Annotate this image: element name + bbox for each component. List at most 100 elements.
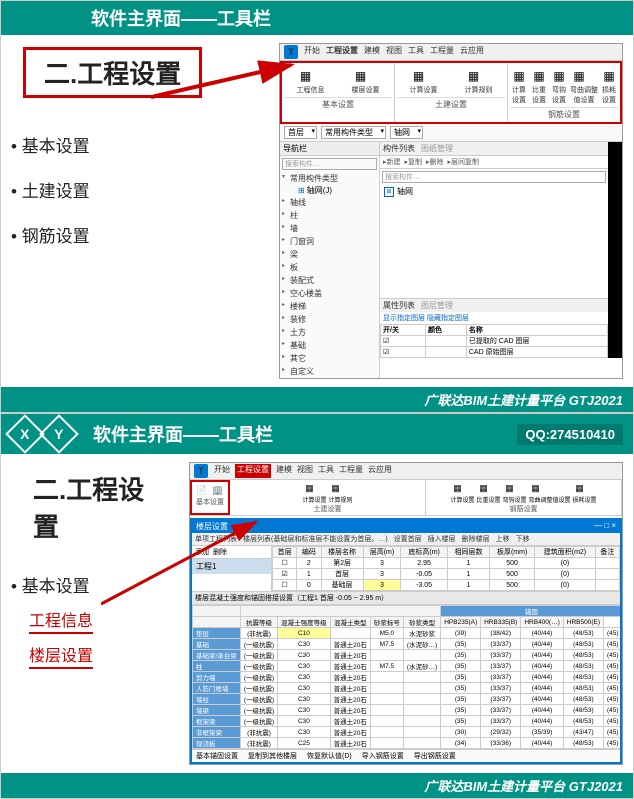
table-cell[interactable]: ☐ <box>273 558 297 569</box>
table-cell[interactable] <box>403 694 440 705</box>
tab-component-list[interactable]: 构件列表 <box>383 143 415 154</box>
table-cell[interactable]: 普通土20石 <box>330 672 370 683</box>
tree-item[interactable]: 墙 <box>280 222 379 235</box>
table-cell[interactable]: (45) <box>603 672 620 683</box>
ribbon-item-icon[interactable]: ▦ <box>529 481 543 495</box>
floor-setting-icon[interactable]: 🏢 <box>211 483 225 497</box>
table-cell[interactable]: (40/44) <box>521 694 563 705</box>
table-cell[interactable]: 0 <box>297 580 321 591</box>
ribbon-item-icon[interactable]: ▦ <box>450 481 464 495</box>
table-cell[interactable]: C30 <box>278 716 331 727</box>
table-cell[interactable]: 普通土20石 <box>330 738 370 749</box>
table-cell[interactable]: (40/44) <box>521 705 563 716</box>
table-cell[interactable]: (非抗震) <box>240 738 277 749</box>
tree-axis-item[interactable]: ⊞轴网(J) <box>280 185 379 196</box>
table-cell[interactable]: (0) <box>535 580 596 591</box>
ribbon-tab[interactable]: 工具 <box>408 45 424 59</box>
ribbon-item-icon[interactable]: ▦ <box>410 67 428 85</box>
table-cell[interactable]: 1 <box>447 558 489 569</box>
table-cell[interactable]: M5.0 <box>370 628 403 639</box>
table-cell[interactable]: 基础层 <box>321 580 363 591</box>
table-cell[interactable]: (29/32) <box>481 727 521 738</box>
table-cell[interactable]: ☐ <box>273 580 297 591</box>
ribbon-tab[interactable]: 工程设置 <box>235 464 271 478</box>
table-cell[interactable]: C30 <box>278 650 331 661</box>
footer-button[interactable]: 基本锚固设置 <box>196 751 238 761</box>
table-cell[interactable]: (45) <box>603 628 620 639</box>
ribbon-item-icon[interactable]: ▦ <box>352 67 370 85</box>
table-cell[interactable]: (45) <box>603 716 620 727</box>
table-cell[interactable]: (35) <box>441 705 481 716</box>
table-cell[interactable]: (45) <box>603 705 620 716</box>
table-cell[interactable]: 垫层 <box>193 628 241 639</box>
table-cell[interactable] <box>370 716 403 727</box>
table-cell[interactable]: C30 <box>278 727 331 738</box>
table-cell[interactable]: (45) <box>603 683 620 694</box>
footer-button[interactable]: 恢复默认值(D) <box>307 751 352 761</box>
table-cell[interactable]: (48/53) <box>563 650 603 661</box>
table-cell[interactable]: (33/36) <box>481 738 521 749</box>
table-cell[interactable]: (48/53) <box>563 716 603 727</box>
table-cell[interactable]: (45) <box>603 661 620 672</box>
table-cell[interactable]: (45) <box>603 650 620 661</box>
table-cell[interactable]: 非框架梁 <box>193 727 241 738</box>
ribbon-item-icon[interactable]: ▦ <box>600 67 618 85</box>
table-cell[interactable]: (35) <box>441 672 481 683</box>
tree-item[interactable]: 柱 <box>280 209 379 222</box>
table-cell[interactable]: (0) <box>535 569 596 580</box>
table-cell[interactable]: (30) <box>441 727 481 738</box>
table-cell[interactable] <box>595 558 619 569</box>
table-cell[interactable] <box>370 650 403 661</box>
table-cell[interactable]: (非抗震) <box>240 628 277 639</box>
table-cell[interactable] <box>403 672 440 683</box>
table-cell[interactable]: 人防门框墙 <box>193 683 241 694</box>
table-cell[interactable]: 3 <box>363 580 401 591</box>
table-cell[interactable]: (40/44) <box>521 683 563 694</box>
table-cell[interactable] <box>370 694 403 705</box>
table-cell[interactable]: 1 <box>447 569 489 580</box>
footer-button[interactable]: 导出钢筋设置 <box>414 751 456 761</box>
table-cell[interactable]: 500 <box>490 558 535 569</box>
table-cell[interactable]: (35) <box>441 694 481 705</box>
table-cell[interactable] <box>595 569 619 580</box>
tree-item[interactable]: 其它 <box>280 352 379 365</box>
ribbon-item-icon[interactable]: ▦ <box>476 481 490 495</box>
table-cell[interactable]: 普通土20石 <box>330 683 370 694</box>
footer-button[interactable]: 复制到其他楼层 <box>248 751 297 761</box>
table-cell[interactable] <box>370 672 403 683</box>
table-cell[interactable]: 框架梁 <box>193 716 241 727</box>
table-cell[interactable]: (48/53) <box>563 738 603 749</box>
ribbon-item-icon[interactable]: ▦ <box>550 67 568 85</box>
tree-item[interactable]: 装配式 <box>280 274 379 287</box>
ribbon-item-icon[interactable]: ▦ <box>297 67 315 85</box>
table-cell[interactable]: 普通土20石 <box>330 705 370 716</box>
table-cell[interactable]: (40/44) <box>521 639 563 650</box>
table-cell[interactable]: 水泥砂浆 <box>403 628 440 639</box>
toolbar-item[interactable]: 插入楼层 <box>428 534 456 544</box>
ribbon-tab[interactable]: 视图 <box>297 464 313 478</box>
ribbon-item-icon[interactable]: ▦ <box>502 481 516 495</box>
toolbar-button[interactable]: ▸复制 <box>405 157 423 167</box>
concrete-table[interactable]: 锚固 抗震等级混凝土强度等级混凝土类型砂浆标号砂浆类型HPB235(A)HRB3… <box>192 605 620 749</box>
type-dropdown[interactable]: 常用构件类型 <box>321 126 386 139</box>
tab-property-list[interactable]: 属性列表 <box>383 300 415 311</box>
tab-layer-mgmt[interactable]: 图层管理 <box>421 300 453 311</box>
ribbon-item-icon[interactable]: ▦ <box>465 67 483 85</box>
toolbar-button[interactable]: ▸新建 <box>383 157 401 167</box>
table-cell[interactable] <box>595 580 619 591</box>
table-cell[interactable]: C30 <box>278 639 331 650</box>
table-cell[interactable]: 1 <box>297 569 321 580</box>
table-cell[interactable]: (33/37) <box>481 661 521 672</box>
table-cell[interactable] <box>370 705 403 716</box>
ribbon-item-icon[interactable]: ▦ <box>510 67 528 85</box>
table-cell[interactable]: (一级抗震) <box>240 661 277 672</box>
tree-item[interactable]: 自定义 <box>280 365 379 378</box>
table-cell[interactable]: (43/47) <box>563 727 603 738</box>
ribbon-item-icon[interactable]: ▦ <box>302 481 316 495</box>
table-cell[interactable]: (一级抗震) <box>240 672 277 683</box>
project-item[interactable]: 工程1 <box>192 559 271 574</box>
ribbon-tab[interactable]: 云应用 <box>368 464 392 478</box>
add-btn[interactable]: 添加 <box>195 547 209 557</box>
table-cell[interactable]: 现浇板 <box>193 738 241 749</box>
table-cell[interactable]: M7.5 <box>370 639 403 650</box>
